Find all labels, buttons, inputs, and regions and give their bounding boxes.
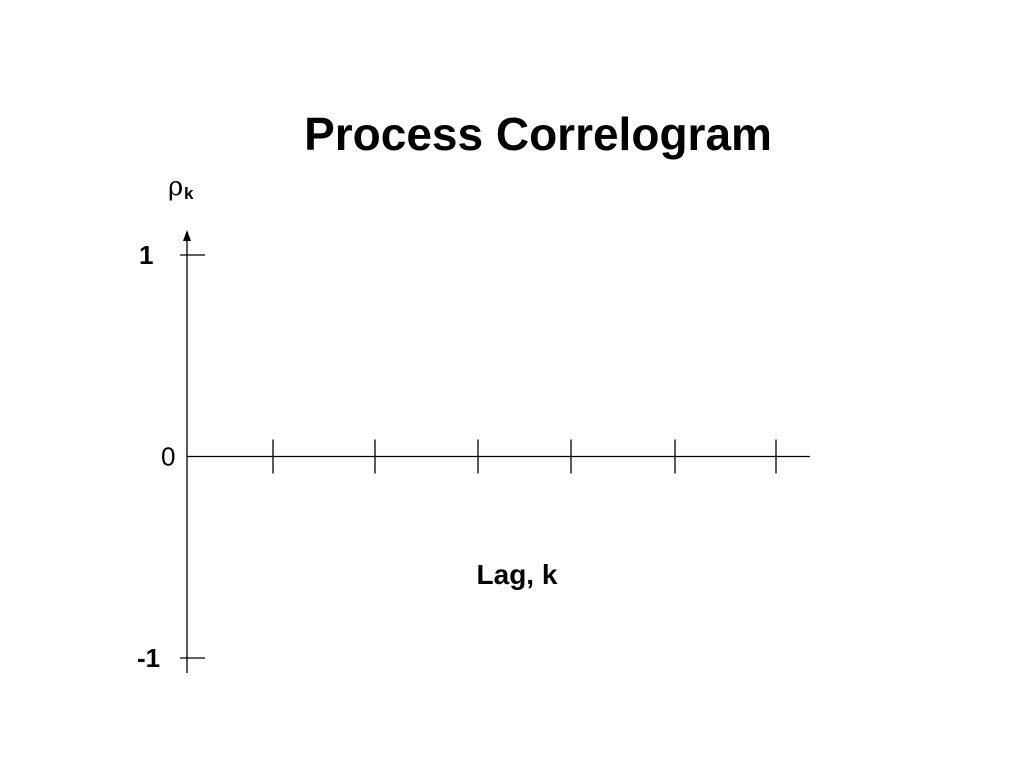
y-axis-label-subscript: k <box>184 184 194 203</box>
y-tick-label: 1 <box>139 240 153 270</box>
x-axis-label: Lag, k <box>477 559 558 590</box>
y-axis-label: ρ k <box>168 172 194 203</box>
y-tick-label: 0 <box>161 442 175 472</box>
x-ticks <box>272 439 777 474</box>
axes <box>183 230 810 673</box>
chart-title: Process Correlogram <box>304 108 772 160</box>
y-axis-label-symbol: ρ <box>168 172 183 202</box>
y-tick-label: -1 <box>137 643 160 673</box>
y-axis-arrow <box>183 230 191 241</box>
y-ticks: 1 0 -1 <box>137 240 205 673</box>
